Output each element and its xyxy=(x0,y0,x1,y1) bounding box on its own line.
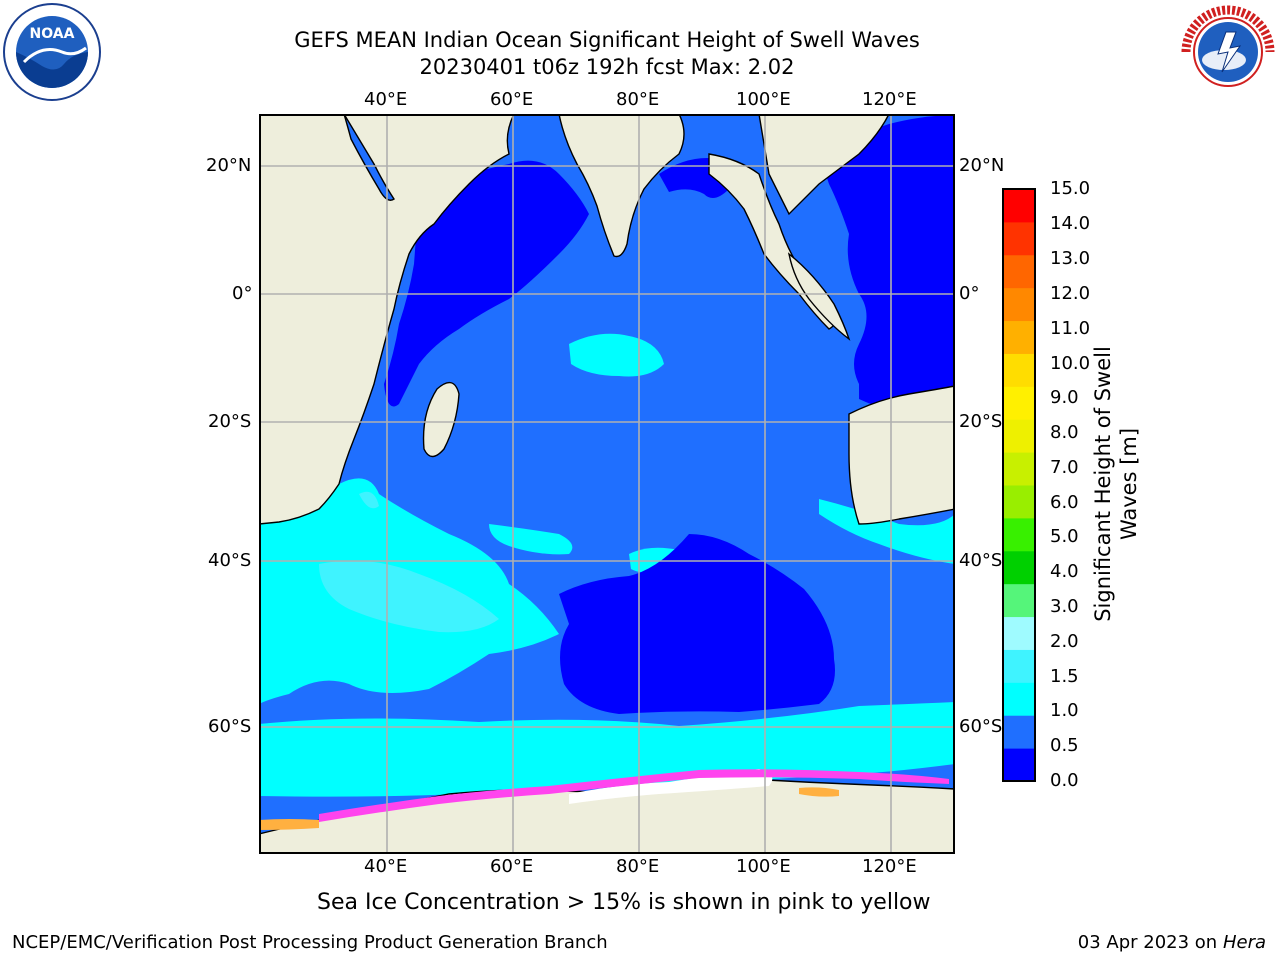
colorbar-tick: 14.0 xyxy=(1050,213,1091,234)
top-lon-label: 40°E xyxy=(364,89,408,110)
colorbar-tick: 13.0 xyxy=(1050,248,1091,269)
colorbar-block xyxy=(1003,748,1035,782)
left-lat-label: 60°S xyxy=(208,716,252,737)
colorbar-block xyxy=(1003,320,1035,354)
colorbar-block xyxy=(1003,517,1035,552)
colorbar-tick: 4.0 xyxy=(1050,561,1079,582)
right-lat-label: 20°N xyxy=(959,155,1005,176)
right-lat-label: 0° xyxy=(959,283,980,304)
land-australia xyxy=(848,385,955,525)
colorbar-tick: 15.0 xyxy=(1050,178,1091,199)
land-indochina xyxy=(758,114,890,216)
colorbar-block xyxy=(1003,715,1035,749)
map-frame xyxy=(259,114,955,854)
land-sumatra xyxy=(787,252,851,341)
bottom-lon-label: 100°E xyxy=(736,856,791,877)
left-lat-label: 40°S xyxy=(208,550,252,571)
swell-band-central xyxy=(489,524,573,555)
footer-date-text: 03 Apr 2023 on xyxy=(1077,932,1223,953)
colorbar-tick: 1.5 xyxy=(1050,666,1079,687)
colorbar-block xyxy=(1003,550,1035,585)
swell-band-east xyxy=(819,499,955,564)
colorbar-block xyxy=(1003,353,1035,387)
colorbar-tick: 9.0 xyxy=(1050,387,1079,408)
sea-ice-pink xyxy=(319,769,949,822)
top-lon-label: 60°E xyxy=(490,89,534,110)
colorbar-block xyxy=(1003,189,1035,223)
chart-title: GEFS MEAN Indian Ocean Significant Heigh… xyxy=(294,28,920,52)
top-lon-label: 80°E xyxy=(616,89,660,110)
footer-date: 03 Apr 2023 on Hera xyxy=(1078,932,1266,954)
colorbar-tick: 3.0 xyxy=(1050,596,1079,617)
bottom-lon-label: 80°E xyxy=(616,856,660,877)
footer-credit: NCEP/EMC/Verification Post Processing Pr… xyxy=(12,932,608,953)
colorbar-frame xyxy=(1002,188,1036,782)
bottom-lon-label: 60°E xyxy=(490,856,534,877)
right-lat-label: 60°S xyxy=(959,716,1003,737)
colorbar-blocks xyxy=(1003,189,1035,782)
colorbar-block xyxy=(1003,287,1035,322)
low-swell-maritime xyxy=(819,115,955,411)
left-lat-label: 20°S xyxy=(208,411,252,432)
bottom-lon-label: 120°E xyxy=(862,856,917,877)
colorbar-block xyxy=(1003,452,1035,486)
top-lon-label: 120°E xyxy=(862,89,917,110)
swell-peak-southwest xyxy=(319,560,499,633)
bottom-lon-label: 40°E xyxy=(364,856,408,877)
noaa-logo: NOAA xyxy=(2,2,102,102)
sea-ice-orange xyxy=(259,819,319,830)
map-grid xyxy=(259,114,955,854)
colorbar-tick: 8.0 xyxy=(1050,422,1079,443)
right-lat-label: 20°S xyxy=(959,411,1003,432)
land-madagascar xyxy=(422,381,460,458)
chart-subtitle: 20230401 t06z 192h fcst Max: 2.02 xyxy=(419,55,795,79)
swell-peak-west xyxy=(359,491,379,509)
colorbar-tick: 6.0 xyxy=(1050,492,1079,513)
colorbar-label-line1: Significant Height of Swell xyxy=(1091,346,1115,622)
colorbar-tick: 5.0 xyxy=(1050,526,1079,547)
colorbar-block xyxy=(1003,682,1035,716)
nws-logo xyxy=(1178,2,1278,102)
low-swell-southern-ocean xyxy=(559,534,835,714)
colorbar-tick: 12.0 xyxy=(1050,283,1091,304)
colorbar-tick: 7.0 xyxy=(1050,457,1079,478)
colorbar-block xyxy=(1003,386,1035,420)
colorbar-block xyxy=(1003,254,1035,289)
colorbar-tick: 2.0 xyxy=(1050,631,1079,652)
colorbar-tick: 10.0 xyxy=(1050,353,1091,374)
colorbar-block xyxy=(1003,583,1035,618)
colorbar-tick: 0.5 xyxy=(1050,735,1079,756)
low-swell-central-patch xyxy=(569,333,664,377)
right-lat-label: 40°S xyxy=(959,550,1003,571)
colorbar-tick: 0.0 xyxy=(1050,770,1079,791)
colorbar xyxy=(1002,188,1036,782)
sea-ice-orange-2 xyxy=(799,787,839,797)
colorbar-tick: 1.0 xyxy=(1050,700,1079,721)
noaa-logo-text: NOAA xyxy=(30,26,75,42)
sea-ice-note: Sea Ice Concentration > 15% is shown in … xyxy=(317,890,931,915)
colorbar-label: Significant Height of Swell Waves [m] xyxy=(1090,346,1142,622)
top-lon-label: 100°E xyxy=(736,89,791,110)
colorbar-block xyxy=(1003,616,1035,650)
colorbar-block xyxy=(1003,221,1035,256)
footer-host: Hera xyxy=(1222,932,1266,953)
land-india xyxy=(558,114,685,258)
colorbar-tick: 11.0 xyxy=(1050,318,1091,339)
left-lat-label: 0° xyxy=(232,283,253,304)
colorbar-block xyxy=(1003,649,1035,683)
colorbar-block xyxy=(1003,485,1035,519)
colorbar-block xyxy=(1003,419,1035,453)
colorbar-label-line2: Waves [m] xyxy=(1117,427,1141,541)
sea-ice-white xyxy=(569,769,773,804)
left-lat-label: 20°N xyxy=(206,155,252,176)
swell-height-map xyxy=(259,114,955,854)
